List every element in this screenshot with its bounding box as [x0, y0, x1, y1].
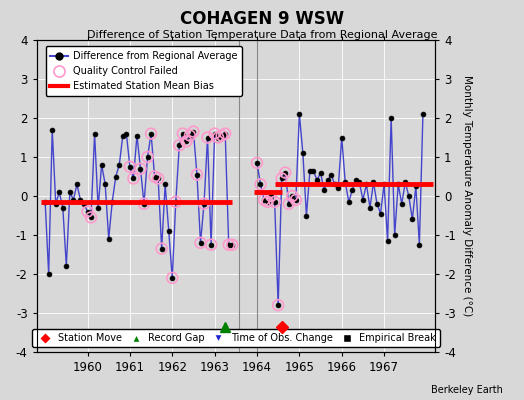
Point: [217, 132, 226, 139]
Text: Berkeley Earth: Berkeley Earth: [431, 385, 503, 395]
Legend: Station Move, Record Gap, Time of Obs. Change, Empirical Break: Station Move, Record Gap, Time of Obs. C…: [32, 329, 440, 347]
Point: [168, 275, 177, 281]
Point: [228, 242, 236, 248]
Point: [147, 130, 155, 137]
Point: [144, 154, 152, 160]
Point: [203, 134, 212, 141]
Point: [285, 201, 293, 207]
Point: [126, 164, 134, 170]
Point: [274, 302, 282, 308]
Point: [253, 160, 261, 166]
Point: [185, 132, 194, 139]
Point: [182, 138, 191, 144]
Point: [221, 130, 230, 137]
Point: [196, 240, 205, 246]
Point: [264, 199, 272, 205]
Point: [171, 199, 180, 205]
Point: [260, 197, 268, 203]
Point: [179, 130, 187, 137]
Point: [278, 175, 286, 182]
Point: [136, 166, 145, 172]
Point: [214, 134, 222, 141]
Point: [129, 175, 138, 182]
Point: [175, 142, 183, 148]
Text: Difference of Station Temperature Data from Regional Average: Difference of Station Temperature Data f…: [87, 30, 437, 40]
Point: [224, 242, 233, 248]
Point: [150, 173, 159, 180]
Point: [292, 197, 300, 203]
Point: [256, 181, 265, 188]
Point: [267, 193, 275, 199]
Text: COHAGEN 9 WSW: COHAGEN 9 WSW: [180, 10, 344, 28]
Point: [288, 193, 297, 199]
Point: [281, 170, 289, 176]
Point: [154, 175, 162, 182]
Point: [270, 199, 279, 205]
Y-axis label: Monthly Temperature Anomaly Difference (°C): Monthly Temperature Anomaly Difference (…: [463, 75, 473, 317]
Point: [207, 242, 215, 248]
Point: [83, 208, 92, 215]
Point: [158, 246, 166, 252]
Point: [140, 201, 148, 207]
Point: [211, 130, 219, 137]
Point: [87, 214, 95, 221]
Point: [189, 128, 198, 135]
Point: [200, 201, 208, 207]
Point: [193, 171, 201, 178]
